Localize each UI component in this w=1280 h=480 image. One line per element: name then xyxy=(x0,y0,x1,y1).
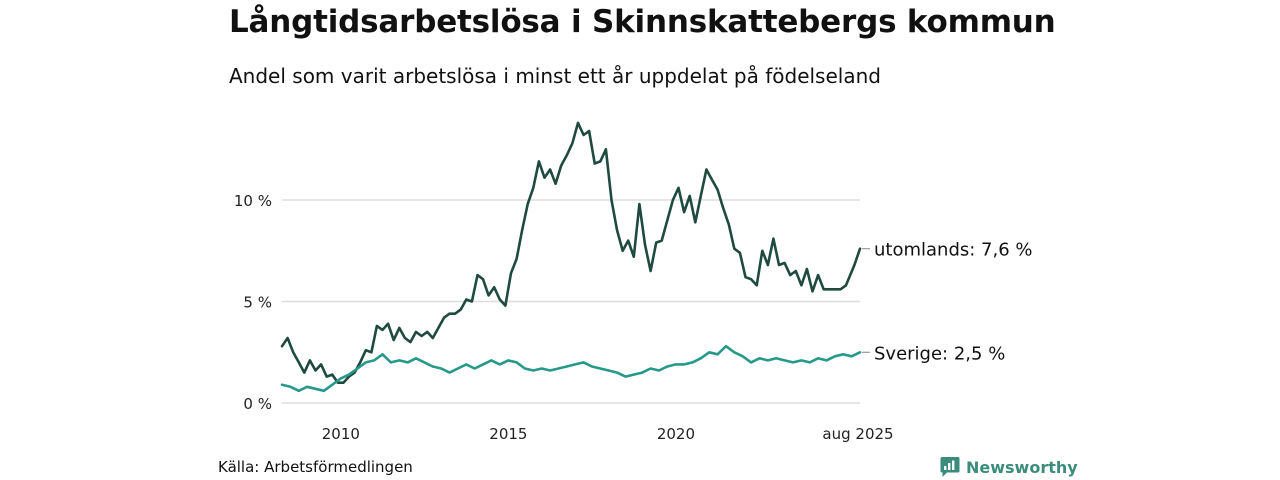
end-label-utomlands: utomlands: 7,6 % xyxy=(874,240,1033,261)
series-line-utomlands xyxy=(280,121,862,384)
series-end-labels: utomlands: 7,6 % Sverige: 2,5 % xyxy=(862,240,1033,364)
y-tick-label: 5 % xyxy=(243,294,272,312)
series-lines xyxy=(280,121,862,393)
brand-name: Newsworthy xyxy=(966,457,1078,477)
end-label-sverige: Sverige: 2,5 % xyxy=(874,343,1005,364)
newsworthy-logo-icon xyxy=(940,457,960,477)
brand-logo[interactable]: Newsworthy xyxy=(940,456,1078,478)
x-tick-label: 2015 xyxy=(489,425,527,443)
y-tick-label: 0 % xyxy=(243,395,272,413)
x-axis-ticks: 2010 2015 2020 aug 2025 xyxy=(322,425,894,443)
chart-title: Långtidsarbetslösa i Skinnskattebergs ko… xyxy=(229,4,1056,40)
grid-lines xyxy=(282,199,860,404)
x-tick-label: 2020 xyxy=(657,425,695,443)
y-tick-label: 10 % xyxy=(234,192,272,210)
y-axis-ticks: 0 % 5 % 10 % xyxy=(234,192,272,413)
series-line-sverige xyxy=(280,344,862,393)
x-tick-label: 2010 xyxy=(322,425,360,443)
source-note: Källa: Arbetsförmedlingen xyxy=(218,458,413,476)
chart-subtitle: Andel som varit arbetslösa i minst ett å… xyxy=(229,64,881,88)
x-tick-label: aug 2025 xyxy=(822,425,893,443)
